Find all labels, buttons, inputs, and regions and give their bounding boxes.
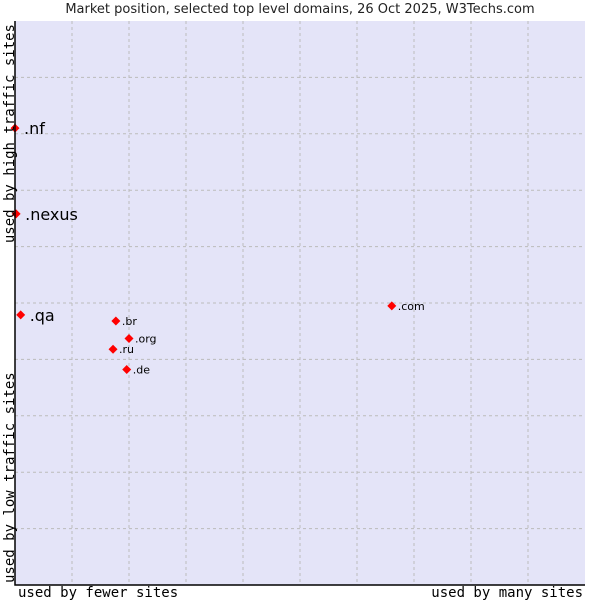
data-point (11, 209, 21, 219)
point-label: .org (135, 333, 157, 346)
data-point (111, 316, 121, 326)
x-label-high: used by many sites (431, 585, 583, 600)
point-label: .com (398, 300, 425, 313)
grid (15, 21, 585, 585)
data-point (108, 344, 118, 354)
point-label: .br (122, 315, 137, 328)
data-point (16, 310, 26, 320)
data-point (387, 301, 397, 311)
x-label-low: used by fewer sites (18, 585, 178, 600)
data-point (124, 334, 134, 344)
data-point (122, 365, 132, 375)
y-label-high: used by high traffic sites (2, 24, 18, 243)
point-label: .de (133, 364, 150, 377)
point-label: .qa (30, 306, 55, 325)
axes (14, 21, 585, 586)
y-label-low: used by low traffic sites (2, 372, 18, 583)
points: .nf .nexus .qa .com .br .org.ru .de (10, 119, 425, 377)
point-label: .nexus (25, 205, 78, 224)
point-label: .nf (24, 119, 45, 138)
point-label: .ru (119, 343, 134, 356)
chart-title: Market position, selected top level doma… (65, 2, 535, 17)
